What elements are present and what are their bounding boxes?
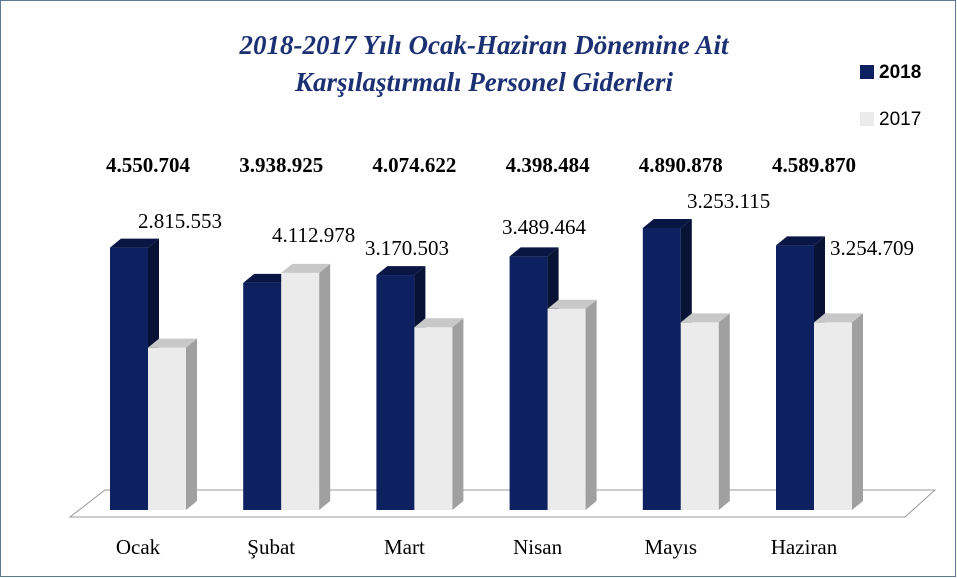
bar-side: [718, 313, 730, 510]
chart-title: Karşılaştırmalı Personel Giderleri: [294, 67, 674, 97]
bar-top: [110, 238, 159, 248]
bar-top: [814, 313, 863, 323]
bar-top: [243, 273, 293, 283]
value-label: 3.254.709: [830, 236, 914, 260]
value-label: 4.890.878: [639, 153, 723, 177]
bar: [776, 245, 814, 510]
bar-side: [852, 313, 863, 510]
x-tick-label: Şubat: [247, 535, 295, 559]
bar-top: [509, 247, 559, 257]
value-label: 3.253.115: [687, 189, 770, 213]
value-label: 4.550.704: [106, 153, 191, 177]
bar: [680, 322, 719, 510]
bar: [814, 322, 852, 510]
value-label: 4.589.870: [772, 153, 856, 177]
bar-side: [186, 338, 197, 510]
value-label: 2.815.553: [138, 209, 222, 233]
value-label: 3.489.464: [502, 215, 587, 239]
value-label: 4.112.978: [272, 223, 355, 247]
value-label: 4.398.484: [506, 153, 591, 177]
bar-top: [376, 266, 426, 276]
bar-side: [452, 318, 464, 510]
legend-swatch: [860, 65, 874, 79]
bar: [547, 308, 586, 510]
bar: [414, 327, 453, 510]
bar: [376, 275, 415, 510]
bar: [642, 228, 681, 510]
bar-top: [547, 299, 597, 309]
bar-side: [585, 299, 597, 510]
x-tick-label: Mart: [384, 535, 425, 559]
bar: [110, 247, 148, 510]
x-tick-label: Haziran: [771, 535, 838, 559]
legend-label: 2017: [879, 109, 921, 130]
value-label: 4.074.622: [372, 153, 456, 177]
x-tick-label: Nisan: [513, 535, 562, 559]
legend-swatch: [860, 112, 874, 126]
bar: [509, 256, 548, 510]
x-tick-label: Mayıs: [645, 535, 698, 559]
bar-top: [776, 236, 825, 246]
bar-top: [642, 219, 692, 228]
x-tick-label: Ocak: [116, 535, 161, 559]
bar-top: [148, 338, 197, 348]
bar-top: [281, 263, 331, 273]
chart-title: 2018-2017 Yılı Ocak-Haziran Dönemine Ait: [238, 30, 730, 60]
bar-top: [680, 313, 730, 323]
value-label: 3.938.925: [239, 153, 323, 177]
bar: [243, 282, 282, 510]
bar: [281, 272, 320, 510]
value-label: 3.170.503: [365, 236, 449, 260]
legend-label: 2018: [879, 62, 921, 83]
bar: [148, 347, 186, 510]
bar-top: [414, 318, 464, 328]
bar-side: [319, 263, 331, 510]
